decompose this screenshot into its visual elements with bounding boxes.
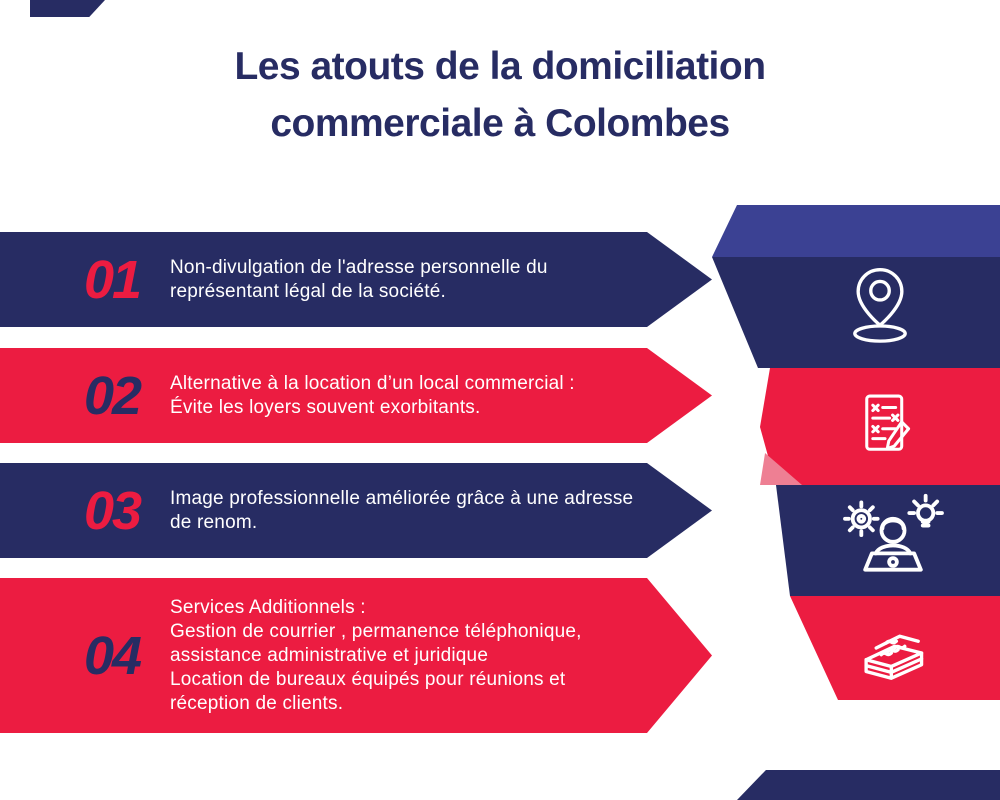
row-03-text: Image professionnelle améliorée grâce à …: [170, 487, 633, 535]
row-04-number: 04: [84, 625, 142, 686]
support-agent-icon: [841, 490, 945, 586]
row-01-number: 01: [84, 249, 142, 310]
page-title-line2: commerciale à Colombes: [270, 102, 730, 145]
row-01-text-line2: représentant légal de la société.: [170, 280, 446, 302]
benefit-row-04: 04 Services Additionnels : Gestion de co…: [0, 578, 712, 733]
row-03-number: 03: [84, 480, 142, 541]
corner-accent-bottom-right: [737, 770, 1000, 800]
row-03-text-line2: de renom.: [170, 511, 258, 533]
benefit-row-03: 03 Image professionnelle améliorée grâce…: [0, 463, 712, 558]
icon-column: [710, 205, 1000, 700]
row-02-text-line2: Évite les loyers souvent exorbitants.: [170, 396, 481, 418]
icon-panel-1: [712, 257, 1000, 368]
row-02-number: 02: [84, 365, 142, 426]
row-02-text-line1: Alternative à la location d’un local com…: [170, 372, 575, 394]
page-title: Les atouts de la domiciliation commercia…: [0, 38, 1000, 152]
row-01-text: Non-divulgation de l'adresse personnelle…: [170, 256, 548, 304]
corner-accent-top-left: [30, 0, 105, 17]
row-04-text-line3: assistance administrative et juridique: [170, 644, 489, 666]
row-02-text: Alternative à la location d’un local com…: [170, 372, 575, 420]
benefit-row-01: 01 Non-divulgation de l'adresse personne…: [0, 232, 712, 327]
benefit-row-02: 02 Alternative à la location d’un local …: [0, 348, 712, 443]
document-checklist-icon: [847, 386, 923, 470]
row-03-text-line1: Image professionnelle améliorée grâce à …: [170, 487, 634, 509]
row-04-text-line2: Gestion de courrier , permanence télépho…: [170, 620, 582, 642]
row-04-text-line1: Services Additionnels :: [170, 596, 366, 618]
icon-column-top-fold: [712, 205, 1000, 257]
row-04-text-line4: Location de bureaux équipés pour réunion…: [170, 668, 566, 690]
location-pin-icon: [838, 261, 922, 349]
row-04-text-line5: réception de clients.: [170, 692, 344, 714]
row-01-text-line1: Non-divulgation de l'adresse personnelle…: [170, 256, 548, 278]
paper-stack-icon: [847, 611, 939, 695]
icon-panel-2: [760, 368, 1000, 485]
row-04-text: Services Additionnels : Gestion de courr…: [170, 596, 582, 716]
page-title-line1: Les atouts de la domiciliation: [234, 45, 766, 88]
